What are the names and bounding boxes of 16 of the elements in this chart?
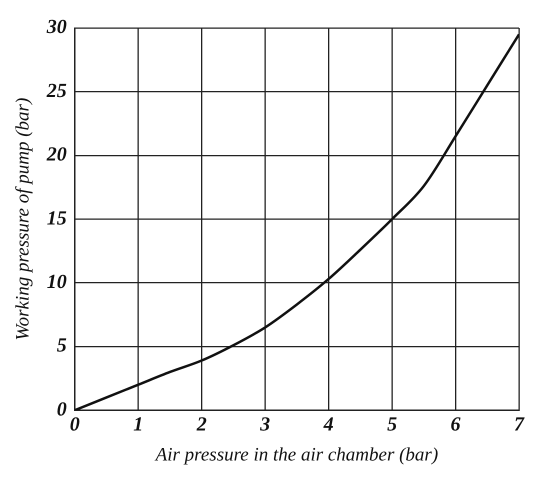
y-tick-label: 30 [46,16,67,38]
x-tick-label: 7 [514,413,525,436]
x-axis-title: Air pressure in the air chamber (bar) [154,444,438,466]
x-tick-label: 5 [387,413,398,436]
x-tick-label: 3 [259,413,270,436]
y-axis-title: Working pressure of pump (bar) [12,98,34,340]
y-tick-label: 20 [46,144,67,166]
x-tick-label: 4 [322,413,334,436]
y-tick-label: 5 [56,334,67,357]
x-tick-label: 2 [196,413,207,436]
y-tick-label: 25 [46,80,67,102]
x-tick-label: 6 [450,413,461,436]
y-tick-label: 0 [56,398,67,420]
x-tick-label: 1 [133,413,144,436]
y-tick-label: 15 [46,207,67,230]
y-tick-label: 10 [46,270,67,293]
